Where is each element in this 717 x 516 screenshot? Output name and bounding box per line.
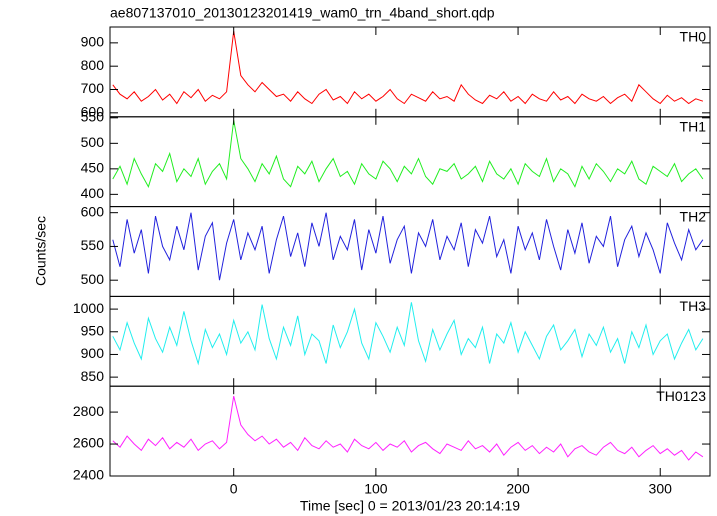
- y-tick-label: 550: [81, 109, 105, 125]
- x-tick-label: 0: [230, 481, 238, 497]
- data-line: [112, 395, 704, 461]
- y-tick-label: 800: [81, 57, 105, 73]
- x-axis-label: Time [sec] 0 = 2013/01/23 20:14:19: [300, 498, 520, 514]
- y-tick-label: 2800: [73, 403, 104, 419]
- y-tick-label: 900: [81, 345, 105, 361]
- y-tick-label: 1000: [73, 300, 104, 316]
- y-tick-label: 850: [81, 368, 105, 384]
- panel-frame: [109, 385, 711, 477]
- data-line: [112, 120, 704, 188]
- panel-label: TH3: [680, 298, 707, 314]
- panel-label: TH0123: [656, 388, 706, 404]
- y-tick-label: 500: [81, 134, 105, 150]
- y-tick-label: 950: [81, 322, 105, 338]
- x-tick-label: 300: [649, 481, 673, 497]
- y-tick-label: 600: [81, 203, 105, 219]
- y-tick-label: 700: [81, 80, 105, 96]
- data-line: [112, 302, 704, 366]
- y-tick-label: 400: [81, 185, 105, 201]
- y-tick-label: 500: [81, 271, 105, 287]
- y-tick-label: 550: [81, 237, 105, 253]
- panel-frame: [109, 206, 711, 297]
- panel-label: TH1: [680, 119, 707, 135]
- panel-frame: [109, 26, 711, 118]
- y-axis-label: Counts/sec: [33, 216, 49, 286]
- y-tick-label: 2600: [73, 435, 104, 451]
- y-tick-label: 2400: [73, 467, 104, 483]
- data-line: [112, 212, 704, 281]
- data-line: [112, 31, 704, 105]
- x-tick-label: 100: [364, 481, 388, 497]
- x-tick-label: 200: [506, 481, 530, 497]
- chart-title: ae807137010_20130123201419_wam0_trn_4ban…: [110, 5, 495, 21]
- panel-label: TH0: [680, 29, 707, 45]
- panel-label: TH2: [680, 208, 707, 224]
- y-tick-label: 450: [81, 160, 105, 176]
- y-tick-label: 900: [81, 34, 105, 50]
- y-tick-label: 600: [81, 104, 105, 120]
- panel-frame: [109, 116, 711, 208]
